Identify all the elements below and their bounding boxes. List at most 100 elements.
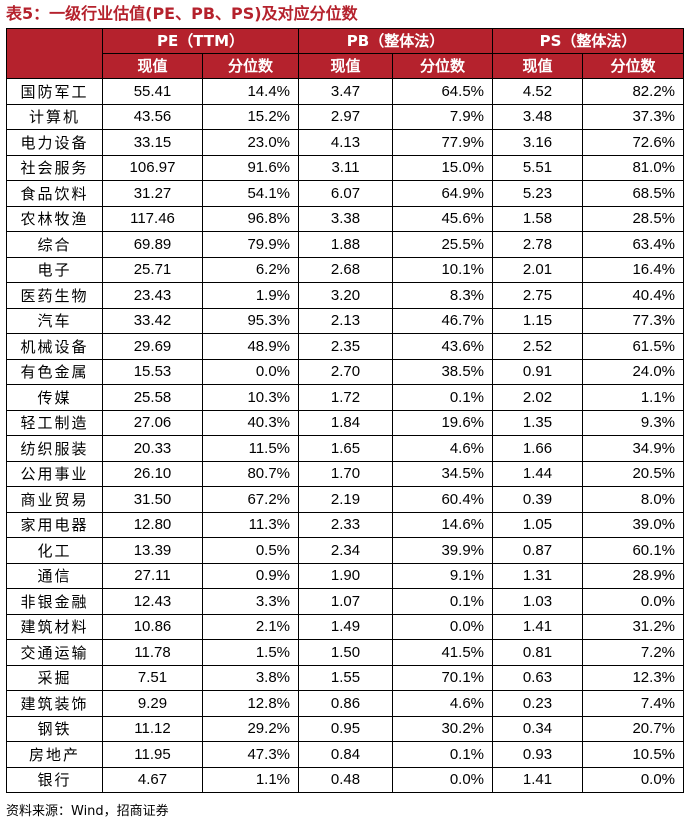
table-row: 电子 25.71 6.2% 2.68 10.1% 2.01 16.4% bbox=[6, 256, 685, 283]
pe-value-cell: 20.33 bbox=[102, 435, 203, 462]
pe-value-cell: 10.86 bbox=[102, 613, 203, 640]
pe-percentile-cell: 1.5% bbox=[201, 639, 300, 666]
ps-percentile-cell: 39.0% bbox=[582, 511, 685, 538]
industry-name-cell: 计算机 bbox=[6, 103, 103, 130]
pb-value-cell: 3.20 bbox=[298, 282, 394, 309]
header-sub-row: 现值 分位数 现值 分位数 现值 分位数 bbox=[7, 53, 685, 79]
pe-percentile-cell: 11.3% bbox=[201, 511, 300, 538]
pe-value-cell: 55.41 bbox=[102, 78, 203, 105]
ps-percentile-cell: 28.9% bbox=[582, 562, 685, 589]
table-row: 建筑材料 10.86 2.1% 1.49 0.0% 1.41 31.2% bbox=[6, 613, 685, 640]
pb-value-cell: 2.35 bbox=[298, 333, 394, 360]
ps-value-cell: 0.39 bbox=[492, 486, 584, 513]
industry-name-cell: 通信 bbox=[6, 562, 103, 589]
pe-percentile-cell: 79.9% bbox=[201, 231, 300, 258]
subheader-pe-value: 现值 bbox=[102, 53, 203, 79]
pb-value-cell: 6.07 bbox=[298, 180, 394, 207]
pb-percentile-cell: 14.6% bbox=[392, 511, 494, 538]
ps-percentile-cell: 7.4% bbox=[582, 690, 685, 717]
pb-percentile-cell: 41.5% bbox=[392, 639, 494, 666]
table-title: 表5：一级行业估值(PE、PB、PS)及对应分位数 bbox=[6, 4, 358, 23]
ps-value-cell: 0.81 bbox=[492, 639, 584, 666]
ps-value-cell: 5.23 bbox=[492, 180, 584, 207]
table-row: 医药生物 23.43 1.9% 3.20 8.3% 2.75 40.4% bbox=[6, 282, 685, 309]
pb-value-cell: 1.65 bbox=[298, 435, 394, 462]
table-row: 房地产 11.95 47.3% 0.84 0.1% 0.93 10.5% bbox=[6, 741, 685, 768]
industry-name-cell: 交通运输 bbox=[6, 639, 103, 666]
ps-percentile-cell: 0.0% bbox=[582, 766, 685, 793]
table-row: 化工 13.39 0.5% 2.34 39.9% 0.87 60.1% bbox=[6, 537, 685, 564]
pe-value-cell: 25.71 bbox=[102, 256, 203, 283]
pe-percentile-cell: 1.9% bbox=[201, 282, 300, 309]
pe-percentile-cell: 15.2% bbox=[201, 103, 300, 130]
pb-value-cell: 2.68 bbox=[298, 256, 394, 283]
ps-value-cell: 1.41 bbox=[492, 613, 584, 640]
pe-percentile-cell: 29.2% bbox=[201, 715, 300, 742]
pb-percentile-cell: 0.0% bbox=[392, 613, 494, 640]
table-row: 纺织服装 20.33 11.5% 1.65 4.6% 1.66 34.9% bbox=[6, 435, 685, 462]
subheader-pb-percentile: 分位数 bbox=[392, 53, 494, 79]
ps-value-cell: 2.02 bbox=[492, 384, 584, 411]
pb-percentile-cell: 38.5% bbox=[392, 358, 494, 385]
pb-value-cell: 2.97 bbox=[298, 103, 394, 130]
pe-percentile-cell: 0.0% bbox=[201, 358, 300, 385]
ps-percentile-cell: 12.3% bbox=[582, 664, 685, 691]
table-row: 综合 69.89 79.9% 1.88 25.5% 2.78 63.4% bbox=[6, 231, 685, 258]
industry-name-cell: 家用电器 bbox=[6, 511, 103, 538]
pe-percentile-cell: 2.1% bbox=[201, 613, 300, 640]
table-row: 电力设备 33.15 23.0% 4.13 77.9% 3.16 72.6% bbox=[6, 129, 685, 156]
table-row: 公用事业 26.10 80.7% 1.70 34.5% 1.44 20.5% bbox=[6, 460, 685, 487]
pb-percentile-cell: 4.6% bbox=[392, 435, 494, 462]
ps-percentile-cell: 34.9% bbox=[582, 435, 685, 462]
table-row: 传媒 25.58 10.3% 1.72 0.1% 2.02 1.1% bbox=[6, 384, 685, 411]
pb-value-cell: 0.48 bbox=[298, 766, 394, 793]
ps-value-cell: 0.93 bbox=[492, 741, 584, 768]
pe-value-cell: 25.58 bbox=[102, 384, 203, 411]
ps-percentile-cell: 24.0% bbox=[582, 358, 685, 385]
ps-value-cell: 3.16 bbox=[492, 129, 584, 156]
industry-name-cell: 房地产 bbox=[6, 741, 103, 768]
ps-percentile-cell: 37.3% bbox=[582, 103, 685, 130]
pb-percentile-cell: 34.5% bbox=[392, 460, 494, 487]
table-row: 银行 4.67 1.1% 0.48 0.0% 1.41 0.0% bbox=[6, 766, 685, 793]
pb-value-cell: 2.33 bbox=[298, 511, 394, 538]
ps-value-cell: 0.23 bbox=[492, 690, 584, 717]
pe-percentile-cell: 3.3% bbox=[201, 588, 300, 615]
ps-percentile-cell: 61.5% bbox=[582, 333, 685, 360]
industry-name-cell: 钢铁 bbox=[6, 715, 103, 742]
ps-value-cell: 1.05 bbox=[492, 511, 584, 538]
pe-percentile-cell: 0.9% bbox=[201, 562, 300, 589]
industry-name-cell: 农林牧渔 bbox=[6, 205, 103, 232]
table-header: PE（TTM） PB（整体法） PS（整体法） 现值 分位数 现值 分位数 现值… bbox=[6, 28, 685, 79]
pe-value-cell: 106.97 bbox=[102, 154, 203, 181]
pe-value-cell: 26.10 bbox=[102, 460, 203, 487]
ps-value-cell: 1.03 bbox=[492, 588, 584, 615]
industry-name-cell: 电子 bbox=[6, 256, 103, 283]
pb-value-cell: 3.47 bbox=[298, 78, 394, 105]
pe-percentile-cell: 12.8% bbox=[201, 690, 300, 717]
ps-value-cell: 5.51 bbox=[492, 154, 584, 181]
pe-percentile-cell: 40.3% bbox=[201, 409, 300, 436]
ps-percentile-cell: 72.6% bbox=[582, 129, 685, 156]
ps-value-cell: 1.58 bbox=[492, 205, 584, 232]
ps-percentile-cell: 60.1% bbox=[582, 537, 685, 564]
ps-value-cell: 1.44 bbox=[492, 460, 584, 487]
industry-name-cell: 纺织服装 bbox=[6, 435, 103, 462]
ps-percentile-cell: 20.5% bbox=[582, 460, 685, 487]
pb-percentile-cell: 70.1% bbox=[392, 664, 494, 691]
subheader-ps-percentile: 分位数 bbox=[582, 53, 685, 79]
ps-value-cell: 0.91 bbox=[492, 358, 584, 385]
ps-value-cell: 0.87 bbox=[492, 537, 584, 564]
group-header-ps: PS（整体法） bbox=[492, 28, 685, 54]
pe-percentile-cell: 0.5% bbox=[201, 537, 300, 564]
pe-value-cell: 27.11 bbox=[102, 562, 203, 589]
table-row: 钢铁 11.12 29.2% 0.95 30.2% 0.34 20.7% bbox=[6, 715, 685, 742]
pb-value-cell: 2.13 bbox=[298, 307, 394, 334]
pb-percentile-cell: 7.9% bbox=[392, 103, 494, 130]
pe-percentile-cell: 3.8% bbox=[201, 664, 300, 691]
pe-value-cell: 12.43 bbox=[102, 588, 203, 615]
ps-value-cell: 4.52 bbox=[492, 78, 584, 105]
pe-value-cell: 9.29 bbox=[102, 690, 203, 717]
pe-percentile-cell: 54.1% bbox=[201, 180, 300, 207]
corner-cell bbox=[6, 28, 103, 79]
